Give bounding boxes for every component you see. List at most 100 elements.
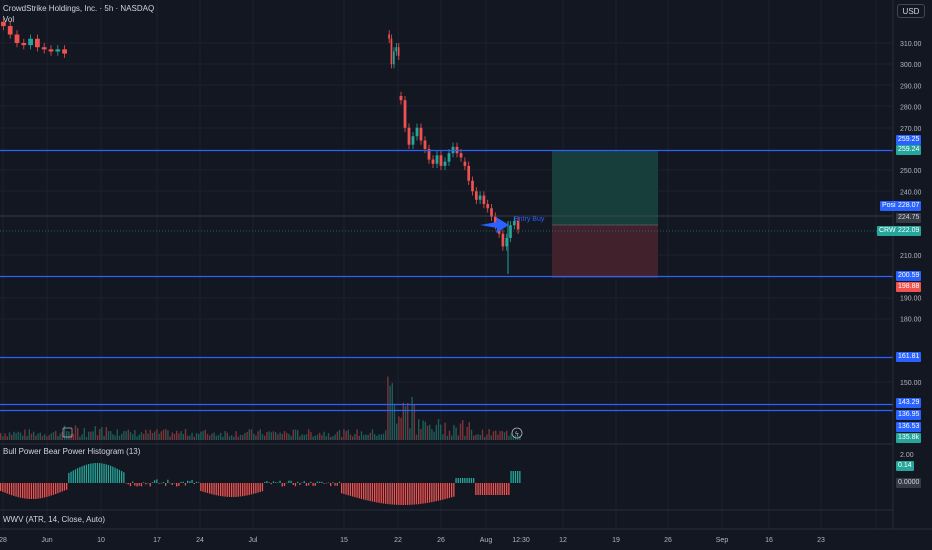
volume-bar bbox=[231, 435, 233, 440]
entry-arrow-icon[interactable] bbox=[480, 217, 509, 233]
bbp-bar bbox=[497, 483, 499, 495]
volume-bar bbox=[426, 425, 429, 440]
volume-bar bbox=[501, 431, 503, 440]
bbp-histogram bbox=[0, 463, 521, 505]
bbp-bar bbox=[173, 483, 176, 484]
bbp-bar bbox=[68, 472, 70, 483]
time-axis[interactable]: 28 Jun 10 17 24 Jul 15 22 26 Aug 12:30 12 19 26 Sep 16 2… bbox=[0, 537, 825, 544]
bbp-bar bbox=[376, 483, 378, 503]
bbp-bar bbox=[59, 483, 61, 493]
bbp-bar bbox=[512, 471, 514, 483]
bbp-bar bbox=[169, 482, 171, 484]
bbp-bar bbox=[132, 481, 134, 483]
candle-body bbox=[423, 140, 427, 149]
bbp-bar bbox=[123, 472, 125, 483]
volume-bar bbox=[327, 433, 330, 440]
bbp-bar bbox=[371, 483, 374, 502]
bbp-bar bbox=[396, 483, 398, 505]
tag-position-label: Posi bbox=[880, 201, 898, 211]
volume-bar bbox=[343, 429, 345, 440]
volume-bar bbox=[354, 434, 356, 440]
bbp-bar bbox=[429, 483, 431, 503]
bbp-legend[interactable]: Bull Power Bear Power Histogram (13) bbox=[3, 447, 141, 456]
volume-bar bbox=[297, 430, 299, 440]
volume-bar bbox=[147, 433, 149, 440]
volume-bar bbox=[92, 431, 94, 440]
volume-bar bbox=[44, 434, 46, 440]
bbp-bar bbox=[180, 481, 182, 483]
volume-bar bbox=[235, 431, 237, 440]
bbp-bar bbox=[138, 483, 140, 486]
bbp-bar bbox=[314, 483, 316, 486]
bbp-bar bbox=[209, 483, 211, 494]
bbp-bar bbox=[217, 483, 220, 496]
volume-bar bbox=[378, 434, 380, 440]
bbp-bar bbox=[457, 478, 459, 483]
bbp-bar bbox=[0, 483, 2, 491]
volume-bar bbox=[193, 436, 195, 440]
volume-bar bbox=[114, 435, 116, 440]
volume-bar bbox=[103, 436, 105, 440]
volume-bar bbox=[411, 397, 413, 440]
wwv-legend[interactable]: WWV (ATR, 14, Close, Auto) bbox=[3, 515, 106, 524]
bbp-bar bbox=[352, 483, 354, 497]
bbp-bar bbox=[85, 464, 88, 483]
volume-bar bbox=[301, 434, 303, 440]
volume-bar bbox=[96, 435, 99, 440]
flag-icon[interactable] bbox=[62, 427, 73, 438]
volume-bar bbox=[275, 432, 277, 440]
bbp-bar bbox=[413, 483, 415, 505]
stop-zone[interactable] bbox=[552, 225, 658, 278]
bbp-bar bbox=[189, 481, 191, 483]
price-tick: 300.00 bbox=[900, 62, 922, 69]
entry-annotation[interactable]: Entry Buy bbox=[514, 216, 545, 223]
price-tick: 270.00 bbox=[900, 126, 922, 133]
volume-bar bbox=[158, 433, 160, 440]
bbp-bar bbox=[30, 483, 33, 499]
bbp-bar bbox=[61, 483, 63, 492]
time-tick: 16 bbox=[765, 537, 773, 544]
bbp-bar bbox=[70, 471, 72, 483]
bbp-bar bbox=[459, 478, 462, 483]
time-tick: 12 bbox=[559, 537, 567, 544]
volume-bar bbox=[211, 433, 213, 440]
volume-bar bbox=[77, 428, 79, 440]
volume-bar bbox=[134, 429, 136, 440]
volume-bar bbox=[228, 436, 231, 440]
symbol-legend[interactable]: CrowdStrike Holdings, Inc. · 5h · NASDAQ bbox=[3, 4, 155, 13]
volume-bar bbox=[389, 385, 391, 440]
candle-body bbox=[447, 153, 451, 162]
time-tick: Jun bbox=[41, 537, 52, 544]
bbp-bar bbox=[431, 483, 433, 503]
bbp-bar bbox=[145, 483, 147, 485]
volume-bar bbox=[477, 434, 479, 440]
target-zone[interactable] bbox=[552, 151, 658, 225]
candle-body bbox=[407, 127, 411, 145]
bbp-bar bbox=[310, 481, 312, 483]
candle-body bbox=[463, 161, 467, 166]
bbp-bar bbox=[11, 483, 13, 496]
bbp-bar bbox=[281, 483, 283, 487]
candle-body bbox=[459, 153, 463, 158]
volume-bar bbox=[393, 404, 396, 440]
volume-bar bbox=[448, 430, 451, 440]
lightning-icon[interactable] bbox=[511, 427, 523, 439]
vol-legend[interactable]: Vol bbox=[3, 15, 15, 24]
price-tick: 240.00 bbox=[900, 189, 922, 196]
bbp-bar bbox=[94, 463, 96, 483]
bbp-bar bbox=[211, 483, 213, 495]
bbp-bar bbox=[154, 480, 156, 483]
bbp-bar bbox=[272, 481, 275, 483]
price-axis[interactable]: 310.00 300.00 290.00 280.00 270.00 250.00 240.… bbox=[900, 41, 922, 387]
volume-bar bbox=[204, 429, 206, 440]
candle-body bbox=[419, 127, 423, 141]
bbp-bar bbox=[160, 482, 162, 484]
volume-bar bbox=[169, 436, 171, 440]
volume-bar bbox=[323, 431, 325, 440]
candle-body bbox=[41, 47, 47, 50]
bbp-tick-top: 2.00 bbox=[900, 452, 914, 459]
bbp-bar bbox=[134, 483, 136, 486]
currency-button[interactable]: USD bbox=[897, 4, 925, 18]
bbp-bar bbox=[63, 483, 66, 491]
